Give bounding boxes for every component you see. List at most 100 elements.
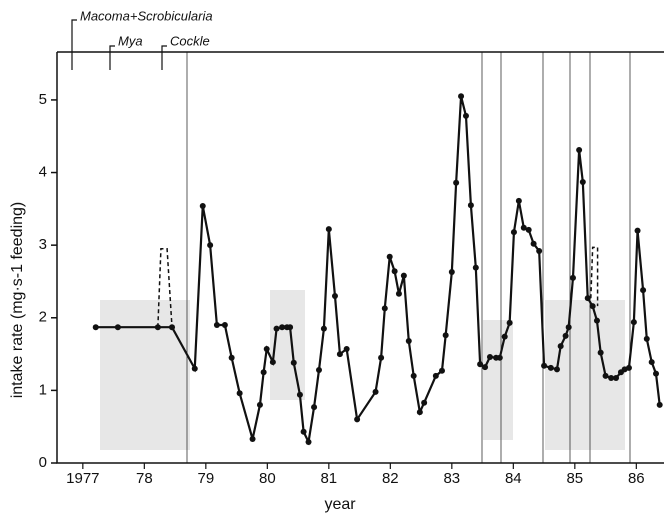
x-tick-label: 86 <box>628 470 645 487</box>
point <box>547 364 554 371</box>
point <box>228 354 235 361</box>
point <box>462 112 469 119</box>
point <box>381 305 388 312</box>
y-tick-label: 3 <box>39 236 47 253</box>
shade <box>545 300 625 450</box>
point <box>630 319 637 326</box>
point <box>256 401 263 408</box>
point <box>520 224 527 231</box>
x-tick-label: 83 <box>443 470 460 487</box>
point <box>486 353 493 360</box>
point <box>305 438 312 445</box>
point <box>453 179 460 186</box>
annotation: Mya <box>118 33 143 48</box>
point <box>501 333 508 340</box>
point <box>510 229 517 236</box>
point <box>400 272 407 279</box>
point <box>311 404 318 411</box>
point <box>625 364 632 371</box>
x-tick-label: 80 <box>259 470 276 487</box>
point <box>421 399 428 406</box>
bracket <box>161 45 167 70</box>
point <box>269 359 276 366</box>
point <box>541 362 548 369</box>
x-axis-label: year <box>324 496 356 513</box>
point <box>325 226 332 233</box>
point <box>199 202 206 209</box>
annotation: Macoma+Scrobicularia <box>80 8 213 23</box>
x-tick-label: 85 <box>566 470 583 487</box>
point <box>92 324 99 331</box>
point <box>300 428 307 435</box>
point <box>260 369 267 376</box>
point <box>643 335 650 342</box>
point <box>553 366 560 373</box>
point <box>579 178 586 185</box>
point <box>472 264 479 271</box>
point <box>496 354 503 361</box>
y-tick-label: 5 <box>39 91 47 108</box>
point <box>410 372 417 379</box>
point <box>442 332 449 339</box>
point <box>608 375 615 382</box>
point <box>432 372 439 379</box>
point <box>565 324 572 331</box>
point <box>648 359 655 366</box>
x-tick-label: 81 <box>320 470 337 487</box>
point <box>395 290 402 297</box>
point <box>273 325 280 332</box>
point <box>467 202 474 209</box>
point <box>477 361 484 368</box>
point <box>236 390 243 397</box>
point <box>640 287 647 294</box>
point <box>515 197 522 204</box>
point <box>438 367 445 374</box>
y-axis-label: intake rate (mg·s-1 feeding) <box>9 202 26 399</box>
point <box>279 324 286 331</box>
point <box>320 325 327 332</box>
point <box>589 303 596 310</box>
annotation: Cockle <box>170 33 210 48</box>
point <box>416 409 423 416</box>
x-tick-label: 1977 <box>66 470 99 487</box>
x-tick-label: 82 <box>382 470 399 487</box>
point <box>378 354 385 361</box>
point <box>593 317 600 324</box>
point <box>207 242 214 249</box>
shade <box>100 300 190 450</box>
point <box>354 416 361 423</box>
point <box>114 324 121 331</box>
point <box>290 359 297 366</box>
annotation-brackets <box>71 19 167 70</box>
point <box>221 322 228 329</box>
point <box>602 372 609 379</box>
point <box>448 269 455 276</box>
point <box>287 324 294 331</box>
point <box>391 268 398 275</box>
point <box>458 93 465 100</box>
stipple <box>100 290 625 450</box>
point <box>653 370 660 377</box>
point <box>584 295 591 302</box>
x-tick-label: 78 <box>136 470 153 487</box>
point <box>597 349 604 356</box>
point <box>576 147 583 154</box>
point <box>315 367 322 374</box>
point <box>296 391 303 398</box>
point <box>213 322 220 329</box>
point <box>191 365 198 372</box>
point <box>343 345 350 352</box>
point <box>569 274 576 281</box>
point <box>525 226 532 233</box>
point <box>536 247 543 254</box>
point <box>530 240 537 247</box>
y-tick-label: 2 <box>39 309 47 326</box>
x-tick-label: 79 <box>197 470 214 487</box>
point <box>263 345 270 352</box>
point <box>557 343 564 350</box>
y-tick-label: 4 <box>39 164 47 181</box>
point <box>331 292 338 299</box>
x-tick-label: 84 <box>505 470 522 487</box>
line <box>590 246 599 307</box>
